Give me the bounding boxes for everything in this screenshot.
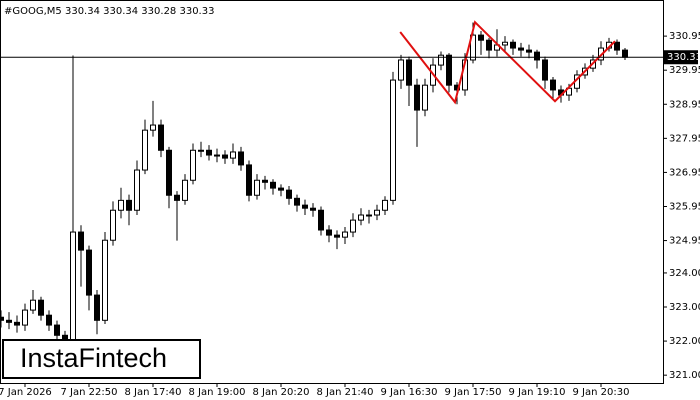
candle-body (286, 189, 292, 199)
candle-body (622, 49, 628, 58)
candle-body (406, 59, 412, 86)
x-tick-label: 7 Jan 2026 (0, 387, 52, 398)
candle-body (334, 234, 340, 238)
candle-body (198, 149, 204, 152)
candle-body (246, 164, 252, 196)
candle-body (206, 149, 212, 156)
candle-body (310, 207, 316, 211)
y-tick-label: 329.95 (669, 65, 700, 76)
y-tick-label: 321.00 (669, 370, 700, 381)
candle-body (478, 34, 484, 41)
candle-body (270, 181, 276, 189)
y-tick-label: 327.95 (669, 133, 700, 144)
candle-body (422, 84, 428, 111)
candle-body (390, 79, 396, 201)
candle-body (150, 124, 156, 131)
candle-body (14, 321, 20, 326)
candle-body (70, 231, 76, 341)
candle-body (534, 51, 540, 61)
candle-body (46, 314, 52, 326)
candle-body (166, 149, 172, 196)
candle-body (542, 59, 548, 81)
candle-body (134, 169, 140, 211)
x-tick-label: 8 Jan 21:40 (317, 387, 374, 398)
y-tick-label: 324.95 (669, 236, 700, 247)
y-tick-label: 323.00 (669, 302, 700, 313)
candle-body (102, 239, 108, 321)
candle-body (486, 39, 492, 51)
candle-body (502, 41, 508, 46)
candle-body (6, 319, 12, 323)
candle-body (350, 219, 356, 233)
candle-body (38, 299, 44, 316)
candle-body (214, 154, 220, 157)
x-tick-label: 8 Jan 17:40 (125, 387, 182, 398)
candle-body (262, 179, 268, 183)
candle-body (374, 209, 380, 216)
candle-body (190, 149, 196, 181)
logo: InstaFintech (20, 343, 167, 373)
plot-area (0, 20, 628, 347)
candle-body (382, 199, 388, 211)
x-tick-label: 9 Jan 16:30 (381, 387, 438, 398)
candle-body (222, 154, 228, 159)
candle-body (518, 47, 524, 51)
candle-body (238, 151, 244, 166)
candle-body (174, 194, 180, 201)
x-tick-label: 7 Jan 22:50 (61, 387, 118, 398)
plot-frame (0, 0, 664, 384)
candle-body (446, 54, 452, 86)
candle-body (254, 179, 260, 196)
price-box (664, 50, 698, 65)
chart-title: #GOOG,M5 330.34 330.34 330.28 330.33 (4, 6, 214, 17)
candle-body (158, 124, 164, 151)
x-tick-label: 9 Jan 20:30 (573, 387, 630, 398)
candle-body (86, 249, 92, 296)
y-tick-label: 330.95 (669, 31, 700, 42)
candle-body (94, 294, 100, 321)
y-tick-label: 324.00 (669, 268, 700, 279)
logo-box (2, 339, 201, 379)
y-tick-label: 322.00 (669, 336, 700, 347)
candle-body (294, 197, 300, 206)
candle-body (510, 41, 516, 49)
candle-body (118, 199, 124, 211)
y-tick-label: 326.95 (669, 167, 700, 178)
candle-body (0, 316, 4, 321)
candle-body (470, 34, 476, 61)
candle-body (438, 54, 444, 66)
candle-body (182, 179, 188, 201)
candle-body (550, 79, 556, 91)
candle-body (318, 209, 324, 231)
x-tick-label: 9 Jan 19:10 (509, 387, 566, 398)
x-tick-label: 9 Jan 17:50 (445, 387, 502, 398)
candle-body (30, 299, 36, 311)
y-tick-label: 325.95 (669, 201, 700, 212)
x-tick-label: 8 Jan 20:20 (253, 387, 310, 398)
candle-body (326, 229, 332, 236)
candle-body (22, 309, 28, 326)
candle-body (398, 59, 404, 81)
candle-body (54, 324, 60, 336)
x-tick-label: 8 Jan 19:00 (189, 387, 246, 398)
candle-body (614, 41, 620, 51)
candle-body (414, 84, 420, 111)
candle-body (78, 231, 84, 251)
candle-body (366, 214, 372, 217)
candle-body (278, 187, 284, 191)
candle-body (142, 129, 148, 171)
candle-body (358, 214, 364, 221)
candle-body (342, 231, 348, 238)
candle-body (302, 204, 308, 209)
y-tick-label: 328.95 (669, 99, 700, 110)
price-label: 330.33 (667, 52, 700, 63)
candle-body (526, 49, 532, 53)
pattern-line (399, 20, 616, 105)
candle-body (126, 199, 132, 211)
candle-body (110, 209, 116, 241)
candle-body (230, 151, 236, 159)
